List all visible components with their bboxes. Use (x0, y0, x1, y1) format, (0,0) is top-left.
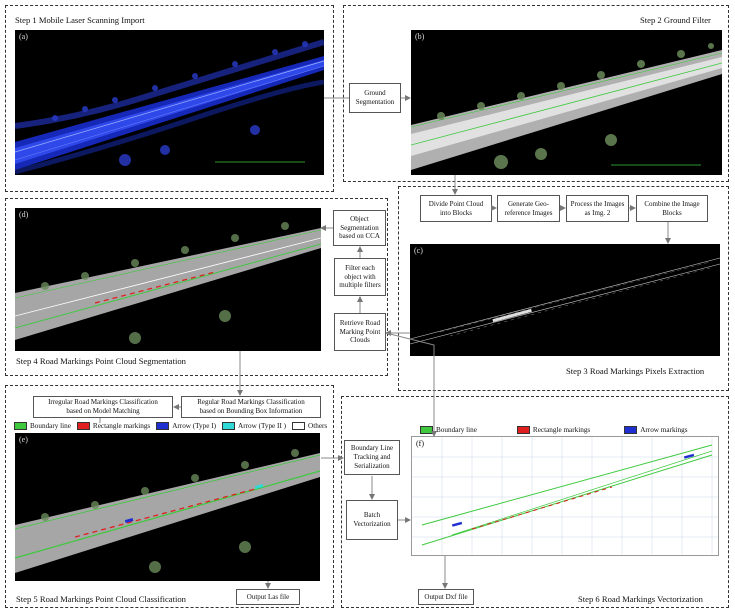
regular-classification-box: Regular Road Markings Classification bas… (181, 396, 321, 418)
divide-blocks-box: Divide Point Cloud into Blocks (420, 195, 492, 222)
object-segmentation-box: Object Segmentation based on CCA (333, 210, 386, 246)
combine-blocks-box: Combine the Image Blocks (636, 195, 708, 222)
panel-a-label: (a) (19, 32, 28, 41)
legend6-arrow: Arrow markings (624, 426, 688, 434)
legend5-others: Others (292, 422, 327, 430)
legend5-arrow1: Arrow (Type I) (156, 422, 216, 430)
legend-step5: Boundary line Rectangle markings Arrow (… (14, 422, 333, 430)
legend6-rectangle: Rectangle markings (516, 426, 591, 434)
panel-a-mls-image: (a) (15, 30, 324, 175)
legend5-swatch-arrow1 (156, 422, 170, 430)
legend5-boundary: Boundary line (14, 422, 71, 430)
step2-label: Step 2 Ground Filter (640, 15, 711, 25)
legend5-swatch-others (292, 422, 306, 430)
legend6-swatch-rectangle (516, 426, 530, 434)
panel-f-label: (f) (416, 439, 424, 448)
boundary-tracking-box: Boundary Line Tracking and Serialization (344, 440, 400, 475)
step3-label: Step 3 Road Markings Pixels Extraction (566, 366, 705, 376)
step1-label: Step 1 Mobile Laser Scanning Import (15, 15, 145, 25)
legend6-arrow-text: Arrow markings (640, 426, 688, 434)
legend6-swatch-boundary (420, 426, 433, 434)
panel-e-label: (e) (19, 435, 28, 444)
step4-frame (5, 198, 388, 376)
panel-c-label: (c) (414, 246, 423, 255)
panel-b-ground-image: (b) (411, 30, 722, 175)
irregular-classification-box: Irregular Road Markings Classification b… (33, 396, 173, 418)
legend5-rectangle-text: Rectangle markings (92, 422, 151, 430)
panel-e-classification-image: (e) (15, 433, 320, 581)
legend6-boundary-text: Boundary line (436, 426, 477, 434)
panel-b-label: (b) (415, 32, 425, 41)
legend5-arrow1-text: Arrow (Type I) (172, 422, 217, 430)
legend5-swatch-boundary (14, 422, 27, 430)
process-images-box: Process the Images as Img. 2 (566, 195, 629, 222)
ground-segmentation-box: Ground Segmentation (349, 83, 401, 113)
legend6-rectangle-text: Rectangle markings (532, 426, 591, 434)
retrieve-points-box: Retrieve Road Marking Point Clouds (334, 313, 386, 351)
legend5-swatch-rectangle (76, 422, 90, 430)
step1-frame (5, 5, 334, 192)
legend5-swatch-arrow2 (222, 422, 236, 430)
panel-f-vector-image: (f) (411, 436, 719, 556)
step2-frame (343, 5, 729, 182)
step5-label: Step 5 Road Markings Point Cloud Classif… (16, 594, 186, 604)
step6-frame (341, 396, 729, 608)
output-las-box: Output Las file (236, 589, 300, 605)
georeference-box: Generate Geo- reference Images (497, 195, 560, 222)
legend5-arrow2: Arrow (Type II ) (222, 422, 286, 430)
legend6-boundary: Boundary line (420, 426, 477, 434)
legend5-others-text: Others (308, 422, 328, 430)
legend-step6: Boundary line Rectangle markings Arrow m… (420, 426, 694, 434)
step4-label: Step 4 Road Markings Point Cloud Segment… (16, 356, 186, 366)
batch-vectorization-box: Batch Vectorization (346, 500, 398, 540)
filter-objects-box: Filter each object with multiple filters (334, 258, 386, 296)
legend6-swatch-arrow (624, 426, 638, 434)
output-dxf-box: Output Dxf file (418, 589, 474, 605)
panel-c-pixels-image: (c) (410, 244, 720, 356)
legend5-rectangle: Rectangle markings (76, 422, 151, 430)
step5-frame (5, 385, 334, 608)
legend5-boundary-text: Boundary line (30, 422, 71, 430)
panel-d-label: (d) (19, 210, 29, 219)
step6-label: Step 6 Road Markings Vectorization (578, 594, 703, 604)
panel-d-segmentation-image: (d) (15, 208, 321, 351)
legend5-arrow2-text: Arrow (Type II ) (238, 422, 287, 430)
step3-frame (398, 186, 729, 391)
